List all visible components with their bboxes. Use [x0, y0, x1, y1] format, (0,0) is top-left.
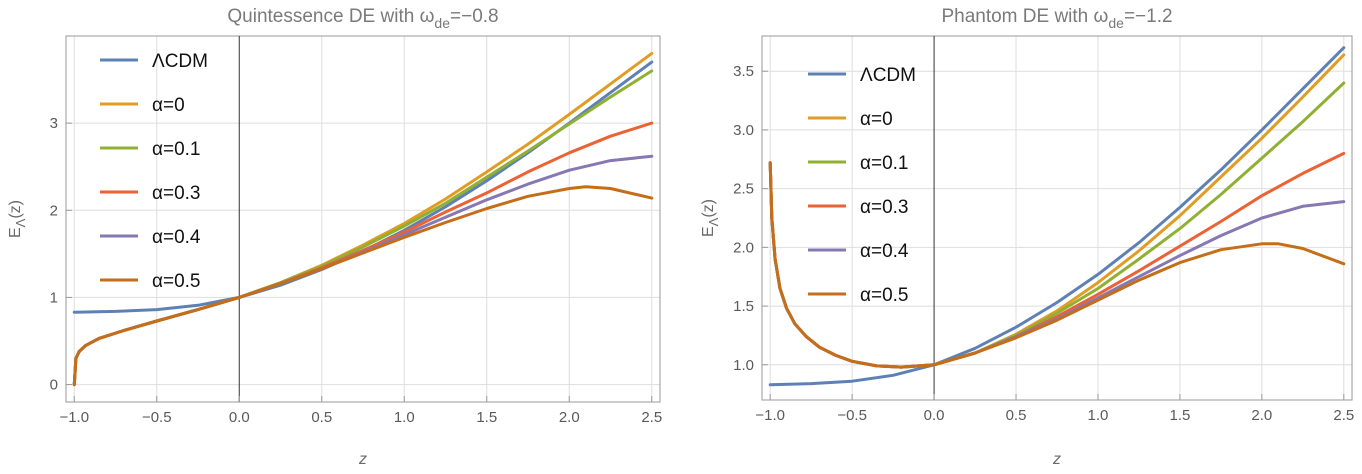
y-tick-label: 3.5	[733, 63, 754, 80]
y-tick-label: 2	[50, 202, 58, 219]
chart-title-tail: =−0.8	[450, 6, 499, 27]
x-tick-label: 0.5	[311, 409, 332, 426]
x-tick-label: −0.5	[142, 409, 172, 426]
x-tick-label: −1.0	[59, 409, 89, 426]
x-axis-label: z	[1052, 451, 1061, 468]
legend-label: α=0.3	[860, 197, 909, 218]
x-tick-label: 1.0	[394, 409, 415, 426]
x-tick-label: 2.5	[641, 409, 662, 426]
y-tick-label: 2.5	[733, 181, 754, 198]
y-axis-label: EΛ(z)	[700, 199, 721, 237]
legend: ΛCDM α=0 α=0.1 α=0.3 α=0.4 α=0.5	[808, 65, 916, 306]
x-tick-label: 0.0	[924, 407, 945, 424]
x-tick-label: 1.5	[1169, 407, 1190, 424]
legend-label: α=0.3	[152, 183, 201, 204]
x-tick-label: 0.0	[229, 409, 250, 426]
y-axis-label-sub: Λ	[13, 218, 28, 227]
plot-frame	[761, 35, 1353, 401]
legend-label: ΛCDM	[860, 65, 916, 86]
y-tick-label: 3.0	[733, 122, 754, 139]
legend-label: α=0.1	[860, 153, 909, 174]
y-axis-label-sub: Λ	[706, 217, 721, 226]
x-tick-label: 2.0	[559, 409, 580, 426]
y-tick-label: 1	[50, 289, 58, 306]
y-axis-label: EΛ(z)	[7, 200, 28, 238]
chart-title-main: Quintessence DE with ω	[227, 6, 434, 27]
series-line-5	[768, 161, 1346, 369]
legend-label: α=0.4	[860, 241, 909, 262]
y-tick-label: 1.0	[733, 357, 754, 374]
x-axis-label: z	[358, 451, 367, 468]
legend-label: α=0	[860, 109, 893, 130]
chart-title-main: Phantom DE with ω	[941, 6, 1108, 27]
y-tick-label: 0	[50, 377, 58, 394]
x-tick-label: 2.0	[1251, 407, 1272, 424]
legend-label: α=0.5	[860, 285, 909, 306]
legend: ΛCDM α=0 α=0.1 α=0.3 α=0.4 α=0.5	[100, 51, 208, 292]
y-axis-label-main: E	[700, 226, 717, 237]
y-tick-label: 2.0	[733, 239, 754, 256]
chart-title: Quintessence DE with ωde=−0.8	[227, 6, 498, 31]
y-axis-label-tail: (z)	[7, 200, 24, 219]
series-line-0	[768, 46, 1346, 387]
chart-title-sub: de	[434, 15, 450, 31]
x-tick-label: −0.5	[837, 407, 867, 424]
y-tick-label: 1.5	[733, 298, 754, 315]
legend-label: α=0.5	[152, 271, 201, 292]
legend-label: α=0.4	[152, 227, 201, 248]
y-tick-label: 3	[50, 115, 58, 132]
chart-title-tail: =−1.2	[1124, 6, 1173, 27]
y-axis-label-tail: (z)	[700, 199, 717, 218]
legend-label: α=0	[152, 95, 185, 116]
legend-label: α=0.1	[152, 139, 201, 160]
series-line-5	[72, 185, 654, 387]
chart-title: Phantom DE with ωde=−1.2	[941, 6, 1172, 31]
panel-phantom: −1.0 −0.5 0.0 0.5 1.0 1.5 2.0 2.5 1.0 1.5 2.0 2.5 3.…	[700, 6, 1354, 468]
x-tick-label: 2.5	[1333, 407, 1354, 424]
x-tick-label: 1.5	[476, 409, 497, 426]
legend-label: ΛCDM	[152, 51, 208, 72]
chart-title-sub: de	[1108, 15, 1124, 31]
plot-frame	[65, 35, 661, 403]
x-tick-label: 0.5	[1006, 407, 1027, 424]
x-tick-label: −1.0	[755, 407, 785, 424]
y-axis-label-main: E	[7, 227, 24, 238]
x-tick-label: 1.0	[1088, 407, 1109, 424]
panel-quintessence: −1.0 −0.5 0.0 0.5 1.0 1.5 2.0 2.5 0 1 2 3 ΛCDM α=0 α=0…	[7, 6, 662, 468]
